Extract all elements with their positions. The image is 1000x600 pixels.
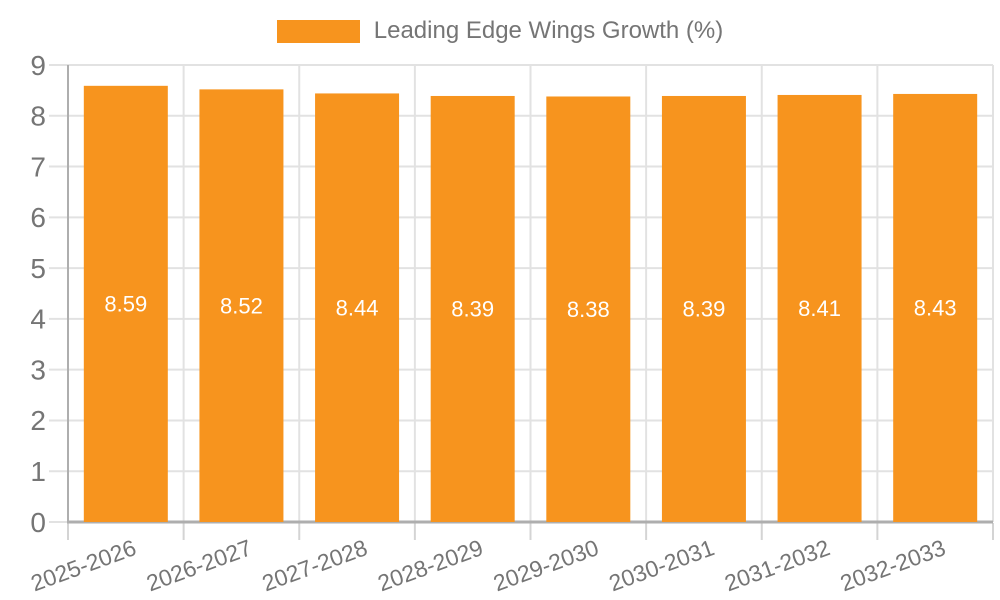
x-axis-tick-label: 2028-2029 (374, 534, 486, 596)
x-axis-tick-label: 2031-2032 (721, 534, 833, 596)
y-axis-tick-label: 8 (30, 101, 46, 132)
bar-value-label: 8.59 (104, 292, 147, 317)
bar (777, 94, 862, 522)
bar-value-label: 8.43 (914, 296, 957, 321)
bar (893, 93, 978, 523)
legend-label: Leading Edge Wings Growth (%) (373, 17, 724, 44)
bar-value-label: 8.38 (567, 297, 610, 322)
x-axis-tick-label: 2030-2031 (605, 534, 717, 596)
bar-value-label: 8.52 (220, 293, 263, 318)
y-axis-tick-label: 0 (30, 507, 46, 538)
bar (546, 96, 631, 522)
x-axis-tick-label: 2026-2027 (143, 534, 255, 596)
y-axis-tick-label: 5 (30, 253, 46, 284)
bar-value-label: 8.41 (798, 296, 841, 321)
legend-swatch (276, 19, 360, 43)
x-axis-tick-label: 2027-2028 (259, 534, 371, 596)
y-axis-tick-label: 7 (30, 151, 46, 182)
y-axis-tick-label: 1 (30, 456, 46, 487)
y-axis-tick-label: 2 (30, 405, 46, 436)
bar-value-label: 8.39 (683, 297, 726, 322)
bar (83, 85, 168, 523)
bar-value-label: 8.44 (336, 295, 379, 320)
bar-value-label: 8.39 (451, 297, 494, 322)
bar (315, 93, 400, 523)
y-axis-tick-label: 4 (30, 304, 46, 335)
bar (199, 89, 284, 522)
x-axis-tick-label: 2029-2030 (490, 534, 602, 596)
x-axis-tick-label: 2025-2026 (27, 534, 139, 596)
legend: Leading Edge Wings Growth (%) (0, 17, 1000, 45)
bar (430, 95, 515, 523)
y-axis-tick-label: 3 (30, 354, 46, 385)
y-axis-tick-label: 6 (30, 202, 46, 233)
bar (661, 95, 746, 523)
y-axis-tick-label: 9 (30, 50, 46, 81)
x-axis-tick-label: 2032-2033 (837, 534, 949, 596)
